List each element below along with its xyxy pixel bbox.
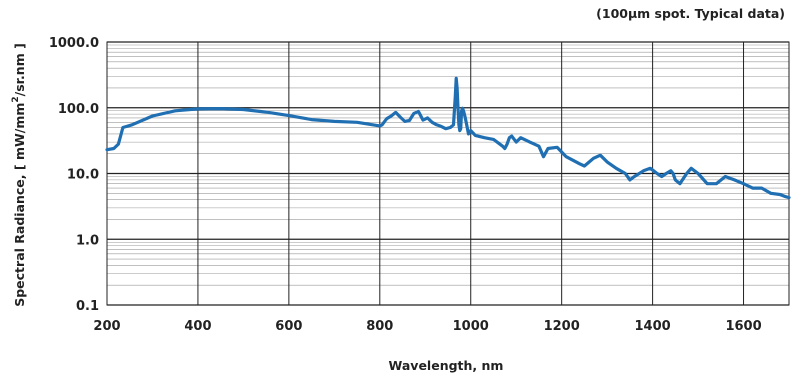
y-tick-label: 1.0: [76, 233, 99, 248]
y-axis-label-main: Spectral Radiance, [ mW/mm: [12, 103, 27, 307]
x-axis-label: Wavelength, nm: [389, 358, 504, 373]
y-axis-label-sup: 2: [11, 96, 21, 102]
plot-frame: [106, 41, 790, 306]
x-tick-label: 1000: [453, 319, 489, 334]
y-axis-label-tail: /sr.nm ]: [12, 43, 27, 96]
x-tick-label: 1600: [725, 319, 761, 334]
y-tick-label: 0.1: [76, 299, 99, 314]
x-tick-label: 1200: [544, 319, 580, 334]
y-axis-label: Spectral Radiance, [ mW/mm2/sr.nm ]: [11, 43, 27, 307]
series-line: [105, 76, 791, 200]
y-tick-label: 1000.0: [49, 36, 99, 51]
x-tick-label: 800: [366, 319, 393, 334]
series-layer: [105, 76, 791, 200]
y-tick-label: 10.0: [67, 168, 99, 183]
x-tick-label: 400: [184, 319, 211, 334]
x-tick-label: 600: [275, 319, 302, 334]
x-tick-label: 200: [93, 319, 120, 334]
tick-labels: 200 400 600 800 1000 1200 1400 1600 0.1 1.0 10.0 10…: [49, 36, 762, 334]
y-tick-label: 100.0: [58, 102, 99, 117]
chart-annotation: (100µm spot. Typical data): [596, 6, 785, 21]
x-tick-label: 1400: [635, 319, 671, 334]
